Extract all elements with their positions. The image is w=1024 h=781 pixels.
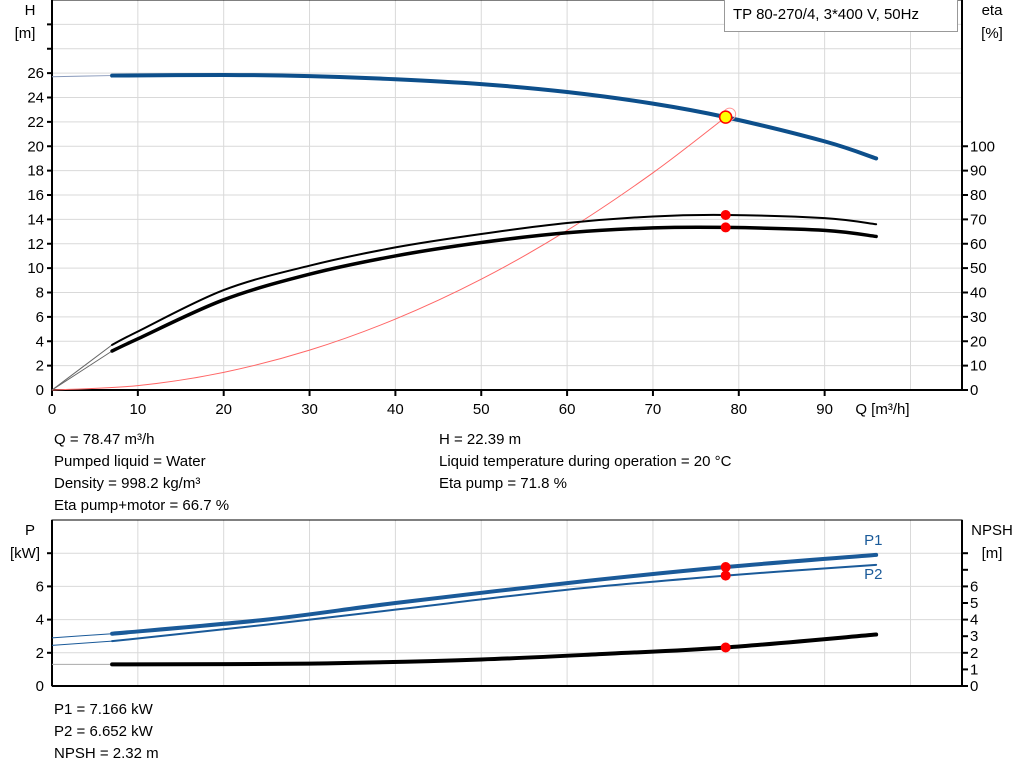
y-right-tick-label: 60	[970, 236, 987, 253]
y-left-tick-label: 22	[27, 114, 44, 131]
result-h: H = 22.39 m	[439, 431, 522, 448]
y-right-tick-label: 6	[970, 578, 978, 595]
y-left-axis-unit: [kW]	[10, 545, 40, 562]
results-power: P1 = 7.166 kW P2 = 6.652 kW NPSH = 2.32 …	[54, 699, 159, 765]
x-tick-label: 70	[645, 401, 662, 418]
npsh-curve	[110, 632, 879, 667]
y-left-axis-title: P	[25, 522, 35, 539]
y-left-tick-label: 0	[36, 678, 44, 695]
y-left-tick-label: 6	[36, 309, 44, 326]
y-left-tick-label: 4	[36, 612, 44, 629]
p2-point	[720, 570, 731, 581]
result-temperature: Liquid temperature during operation = 20…	[439, 453, 732, 470]
x-tick-label: 90	[816, 401, 833, 418]
x-axis-title: Q [m³/h]	[855, 401, 909, 418]
p1-curve-extension	[51, 633, 113, 639]
p1-point	[720, 562, 731, 573]
y-left-tick-label: 2	[36, 358, 44, 375]
result-density: Density = 998.2 kg/m³	[54, 475, 201, 492]
y-right-tick-label: 20	[970, 333, 987, 350]
y-right-tick-label: 70	[970, 211, 987, 228]
x-tick-label: 20	[215, 401, 232, 418]
y-left-tick-label: 8	[36, 285, 44, 302]
p2-curve-extension	[51, 640, 113, 646]
y-right-tick-label: 2	[970, 645, 978, 662]
y-right-tick-label: 90	[970, 163, 987, 180]
duty-point	[718, 110, 733, 124]
y-right-axis-unit: [m]	[982, 545, 1003, 562]
result-p1: P1 = 7.166 kW	[54, 701, 153, 718]
y-right-tick-label: 10	[970, 358, 987, 375]
p2-curve	[111, 563, 878, 643]
y-left-tick-label: 4	[36, 333, 44, 350]
eta-pump-curve	[111, 213, 878, 346]
y-left-axis-title: H	[25, 2, 36, 19]
y-left-tick-label: 20	[27, 138, 44, 155]
x-tick-label: 80	[730, 401, 747, 418]
y-right-tick-label: 4	[970, 612, 978, 629]
y-right-axis-title: eta	[982, 2, 1004, 19]
eta-pump-motor-point	[720, 222, 731, 233]
y-left-tick-label: 16	[27, 187, 44, 204]
x-tick-label: 60	[559, 401, 576, 418]
model-label: TP 80-270/4, 3*400 V, 50Hz	[724, 0, 958, 32]
y-right-tick-label: 1	[970, 661, 978, 678]
p1-curve	[110, 552, 879, 636]
x-tick-label: 40	[387, 401, 404, 418]
result-npsh: NPSH = 2.32 m	[54, 745, 159, 762]
y-left-tick-label: 6	[36, 578, 44, 595]
head-curve-extension	[51, 75, 113, 78]
y-left-tick-label: 18	[27, 163, 44, 180]
x-tick-label: 10	[130, 401, 147, 418]
eta-pump-curve-extension	[51, 344, 113, 391]
y-left-tick-label: 26	[27, 65, 44, 82]
head-curve	[110, 72, 879, 161]
result-liquid: Pumped liquid = Water	[54, 453, 206, 470]
y-right-tick-label: 30	[970, 309, 987, 326]
y-right-tick-label: 0	[970, 678, 978, 695]
y-left-tick-label: 14	[27, 211, 44, 228]
y-left-tick-label: 10	[27, 260, 44, 277]
result-eta-pump-motor: Eta pump+motor = 66.7 %	[54, 497, 230, 514]
y-left-tick-label: 24	[27, 90, 44, 107]
system-curve	[51, 116, 727, 391]
npsh-point	[720, 642, 731, 653]
y-right-tick-label: 80	[970, 187, 987, 204]
x-tick-label: 30	[301, 401, 318, 418]
y-right-tick-label: 100	[970, 138, 995, 155]
y-right-axis-title: NPSH	[971, 522, 1013, 539]
results-right: H = 22.39 m Liquid temperature during op…	[439, 429, 731, 495]
y-left-axis-unit: [m]	[15, 25, 36, 42]
result-q: Q = 78.47 m³/h	[54, 431, 155, 448]
y-left-tick-label: 12	[27, 236, 44, 253]
y-right-tick-label: 40	[970, 285, 987, 302]
y-right-tick-label: 5	[970, 595, 978, 612]
result-p2: P2 = 6.652 kW	[54, 723, 153, 740]
results-left: Q = 78.47 m³/h Pumped liquid = Water Den…	[54, 429, 229, 517]
y-right-tick-label: 3	[970, 628, 978, 645]
y-left-tick-label: 0	[36, 382, 44, 399]
p1-label: P1	[864, 532, 882, 549]
x-tick-label: 50	[473, 401, 490, 418]
y-right-axis-unit: [%]	[981, 25, 1003, 42]
y-right-tick-label: 50	[970, 260, 987, 277]
x-tick-label: 0	[48, 401, 56, 418]
p2-label: P2	[864, 566, 882, 583]
plot-frame	[51, 519, 963, 687]
eta-pump-motor-curve-extension	[51, 350, 113, 391]
eta-pump-point	[720, 209, 731, 220]
y-right-tick-label: 0	[970, 382, 978, 399]
eta-pump-motor-curve	[110, 225, 878, 353]
result-eta-pump: Eta pump = 71.8 %	[439, 475, 567, 492]
y-left-tick-label: 2	[36, 645, 44, 662]
